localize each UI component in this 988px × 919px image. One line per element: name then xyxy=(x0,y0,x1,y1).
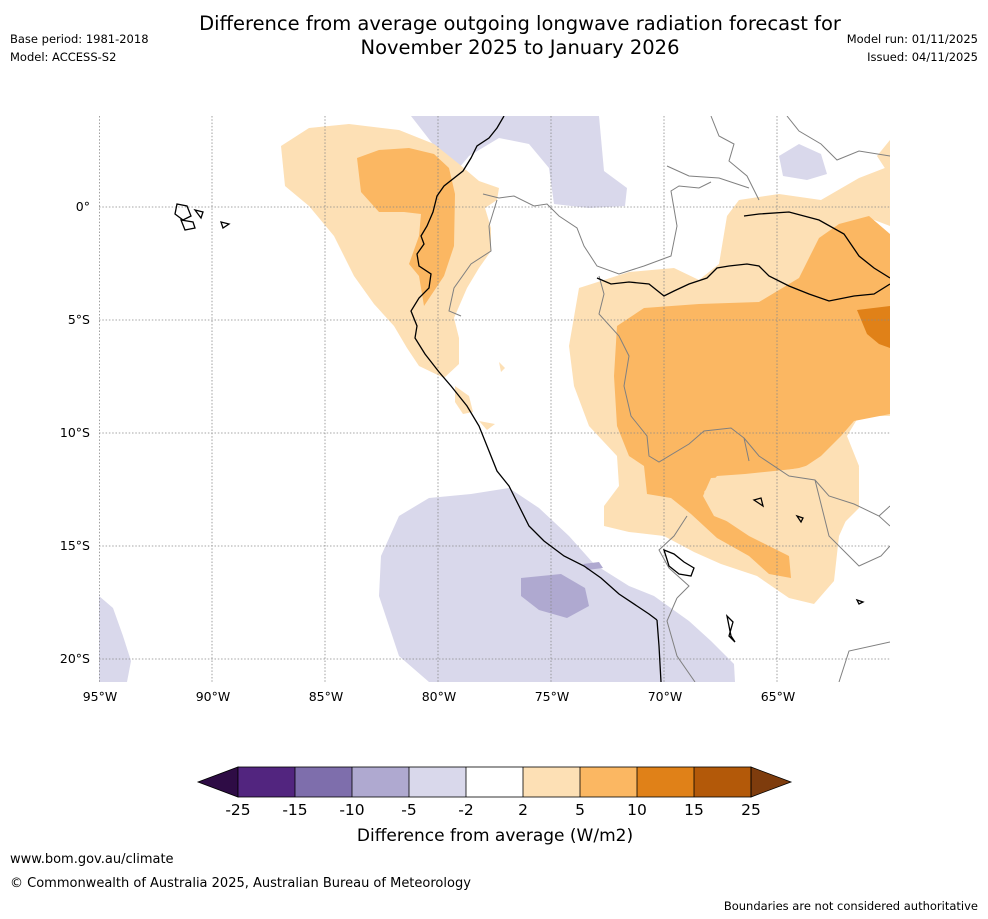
colorbar-tick-2: 2 xyxy=(518,801,528,819)
map-panel xyxy=(99,116,890,682)
island-small-1 xyxy=(752,497,765,508)
small-lavender-patch xyxy=(583,562,603,570)
lat-label-20s: 20°S xyxy=(59,651,90,666)
island-small-3 xyxy=(725,614,736,643)
country-borders xyxy=(448,116,890,682)
colorbar-below-min xyxy=(196,766,239,798)
colorbar xyxy=(196,764,794,834)
colorbar-tick-n2: -2 xyxy=(458,801,474,819)
lon-label-80w: 80°W xyxy=(421,689,457,704)
colorbar-above-max xyxy=(750,766,793,798)
island-small-4 xyxy=(855,598,865,605)
footer-copyright: © Commonwealth of Australia 2025, Austra… xyxy=(10,876,471,891)
colorbar-bin-n10-n5 xyxy=(352,767,409,797)
border-venezuela xyxy=(666,165,750,189)
border-ecuador-colombia xyxy=(482,181,712,275)
orange-deep-patch xyxy=(857,306,890,348)
border-bolivia xyxy=(743,437,890,527)
colorbar-tick-15: 15 xyxy=(684,801,704,819)
colorbar-tick-n15: -15 xyxy=(282,801,308,819)
orange-light-coastal-strip xyxy=(455,386,473,414)
lon-label-85w: 85°W xyxy=(308,689,344,704)
colorbar-tick-n10: -10 xyxy=(339,801,365,819)
galapagos-4 xyxy=(220,221,231,230)
colorbar-bin-n25-n15 xyxy=(238,767,295,797)
lon-label-90w: 90°W xyxy=(195,689,231,704)
border-brazil-bolivia-south xyxy=(814,479,890,567)
footer-website: www.bom.gov.au/climate xyxy=(10,852,174,867)
amazon-north-branch xyxy=(743,211,890,279)
orange-light-small-2 xyxy=(499,362,505,372)
galapagos-3 xyxy=(193,208,204,220)
base-period-text: Base period: 1981-2018 xyxy=(10,32,149,46)
colorbar-bin-10-15 xyxy=(637,767,694,797)
orange-light-interior xyxy=(703,456,859,556)
coastline-chile xyxy=(656,619,662,682)
coastline-colombia-ecuador-peru xyxy=(410,116,658,621)
lavender-region-north xyxy=(411,116,627,208)
lat-label-5s: 5°S xyxy=(67,312,90,327)
model-run-text: Model run: 01/11/2025 xyxy=(846,32,978,46)
colorbar-bin-2-5 xyxy=(523,767,580,797)
colorbar-tick-25: 25 xyxy=(741,801,761,819)
lon-label-70w: 70°W xyxy=(647,689,683,704)
colorbar-tick-n5: -5 xyxy=(401,801,417,819)
border-peru-bolivia xyxy=(658,515,690,599)
map-svg xyxy=(99,116,890,682)
colorbar-bin-5-10 xyxy=(580,767,637,797)
island-small-2 xyxy=(795,514,804,524)
issued-text: Issued: 04/11/2025 xyxy=(867,50,978,64)
title-line-2: November 2025 to January 2026 xyxy=(360,36,680,59)
border-ecuador-peru xyxy=(448,199,498,317)
orange-light-edge xyxy=(877,140,890,176)
colorbar-bin-n15-n10 xyxy=(295,767,352,797)
lon-label-95w: 95°W xyxy=(82,689,118,704)
border-northeast-2 xyxy=(786,116,890,161)
colorbar-title: Difference from average (W/m2) xyxy=(356,826,634,846)
lon-label-75w: 75°W xyxy=(534,689,570,704)
colorbar-bin-n5-n2 xyxy=(409,767,466,797)
negative-anomaly-regions xyxy=(99,116,827,682)
coastlines xyxy=(174,116,890,682)
galapagos-2 xyxy=(179,219,196,231)
title-line-1: Difference from average outgoing longwav… xyxy=(199,12,841,35)
orange-mid-ecuador xyxy=(357,148,455,306)
border-south-paraguay xyxy=(838,641,890,682)
lon-label-65w: 65°W xyxy=(760,689,796,704)
colorbar-separators xyxy=(294,767,695,797)
colorbar-bin-n2-2 xyxy=(466,767,523,797)
border-peru-brazil xyxy=(598,275,750,463)
footer-disclaimer: Boundaries are not considered authoritat… xyxy=(723,899,978,913)
deeper-lavender-patch xyxy=(521,574,589,618)
lat-label-10s: 10°S xyxy=(59,425,90,440)
lat-label-0: 0° xyxy=(75,199,90,214)
lavender-region-southwest xyxy=(99,596,131,682)
colorbar-tick-n25: -25 xyxy=(225,801,251,819)
border-northeast-1 xyxy=(710,116,760,201)
colorbar-bin-15-25 xyxy=(694,767,751,797)
colorbar-outline xyxy=(237,766,752,798)
lake-titicaca xyxy=(662,548,695,577)
lavender-region-northeast xyxy=(779,144,827,180)
map-title: Difference from average outgoing longwav… xyxy=(150,12,890,60)
colorbar-svg xyxy=(196,766,793,798)
orange-light-small-1 xyxy=(479,421,495,430)
orange-mid-amazon xyxy=(614,216,890,578)
meta-left: Base period: 1981-2018 Model: ACCESS-S2 xyxy=(10,30,149,66)
colorbar-tick-5: 5 xyxy=(575,801,585,819)
colorbar-tick-10: 10 xyxy=(627,801,647,819)
galapagos-1 xyxy=(174,203,192,221)
meta-right: Model run: 01/11/2025 Issued: 04/11/2025 xyxy=(847,30,978,66)
positive-anomaly-regions xyxy=(281,124,890,604)
model-text: Model: ACCESS-S2 xyxy=(10,50,117,64)
border-bolivia-chile xyxy=(666,597,696,682)
border-east-brazil xyxy=(878,505,890,517)
amazon-river xyxy=(596,263,890,302)
lat-label-15s: 15°S xyxy=(59,538,90,553)
